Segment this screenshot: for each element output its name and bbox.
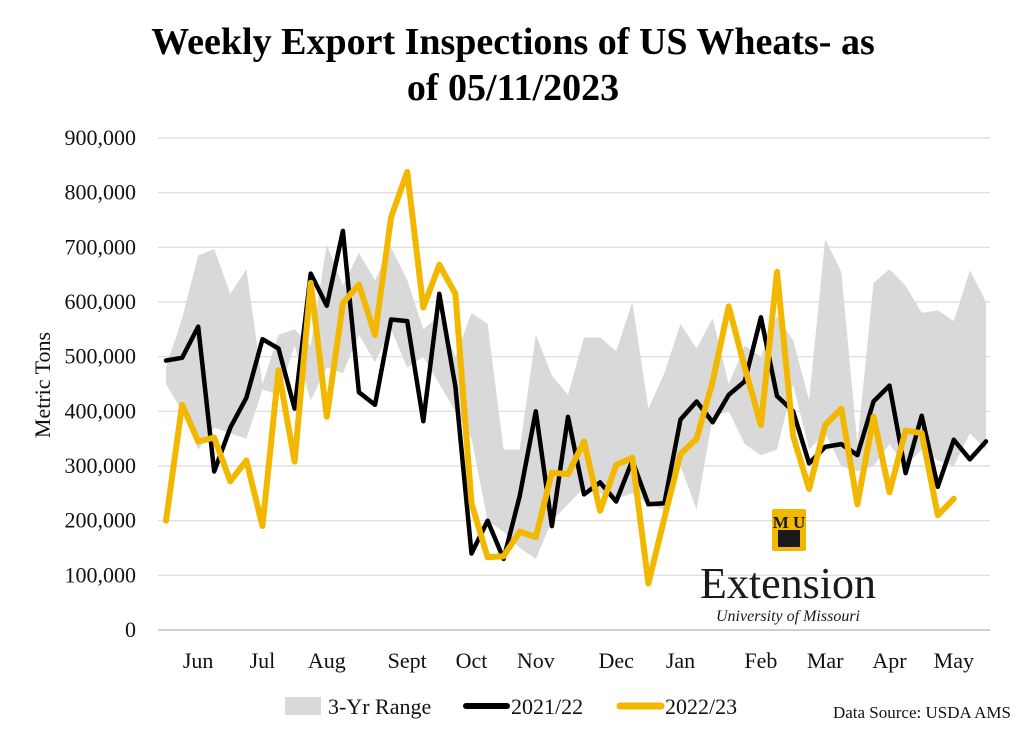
logo-subtitle: University of Missouri — [716, 608, 860, 625]
y-tick-label: 500,000 — [65, 344, 137, 369]
chart-title-line-1: Weekly Export Inspections of US Wheats- … — [151, 21, 874, 63]
chart-title-line-2: of 05/11/2023 — [407, 67, 619, 109]
legend: 3-Yr Range 2021/22 2022/23 — [285, 694, 737, 719]
x-tick-label-sept: Sept — [388, 648, 427, 673]
y-axis-label: Metric Tons — [30, 332, 55, 438]
series-2022-23-points — [165, 171, 954, 584]
series-2022-23-line — [163, 168, 957, 587]
y-axis-ticks: 0 100,000 200,000 300,000 400,000 500,000 600,… — [65, 125, 137, 642]
extension-logo: M U Extension University of Missouri — [700, 509, 876, 625]
x-tick-label-oct: Oct — [456, 648, 488, 673]
y-tick-label: 400,000 — [65, 398, 137, 423]
x-axis-month-labels: Jun Jul Aug Sept Oct Nov Dec Jan Feb Mar Apr May — [183, 648, 974, 673]
x-tick-label-jul: Jul — [250, 648, 276, 673]
x-tick-label-jan: Jan — [666, 648, 695, 673]
legend-swatch-3yr-range — [285, 697, 321, 715]
data-source-note: Data Source: USDA AMS — [833, 703, 1011, 722]
y-tick-label: 100,000 — [65, 562, 137, 587]
legend-item-2021-22[interactable]: 2021/22 — [463, 694, 583, 719]
logo-mark-text: M U — [773, 513, 806, 532]
y-tick-label: 900,000 — [65, 125, 137, 150]
chart-title: Weekly Export Inspections of US Wheats- … — [151, 21, 874, 109]
x-tick-label-feb: Feb — [744, 648, 777, 673]
x-tick-label-dec: Dec — [598, 648, 634, 673]
y-tick-label: 200,000 — [65, 508, 137, 533]
legend-label-2022-23: 2022/23 — [665, 694, 737, 719]
y-tick-label: 600,000 — [65, 289, 137, 314]
legend-label-2021-22: 2021/22 — [511, 694, 583, 719]
legend-item-2022-23[interactable]: 2022/23 — [616, 694, 737, 719]
x-tick-label-jun: Jun — [183, 648, 214, 673]
series-3yr-range-area — [166, 239, 986, 559]
mu-logo-icon: M U — [772, 509, 806, 551]
y-tick-label: 700,000 — [65, 234, 137, 259]
x-tick-label-aug: Aug — [308, 648, 346, 673]
x-tick-label-apr: Apr — [872, 648, 907, 673]
x-tick-label-nov: Nov — [517, 648, 555, 673]
x-tick-label-mar: Mar — [807, 648, 844, 673]
y-tick-label: 0 — [125, 617, 136, 642]
legend-item-3yr-range[interactable]: 3-Yr Range — [285, 694, 431, 719]
x-tick-label-may: May — [934, 648, 974, 673]
legend-label-3yr-range: 3-Yr Range — [328, 694, 431, 719]
series-2021-22-points — [165, 230, 987, 560]
y-tick-label: 800,000 — [65, 180, 137, 205]
y-tick-label: 300,000 — [65, 453, 137, 478]
logo-wordmark: Extension — [700, 559, 876, 608]
